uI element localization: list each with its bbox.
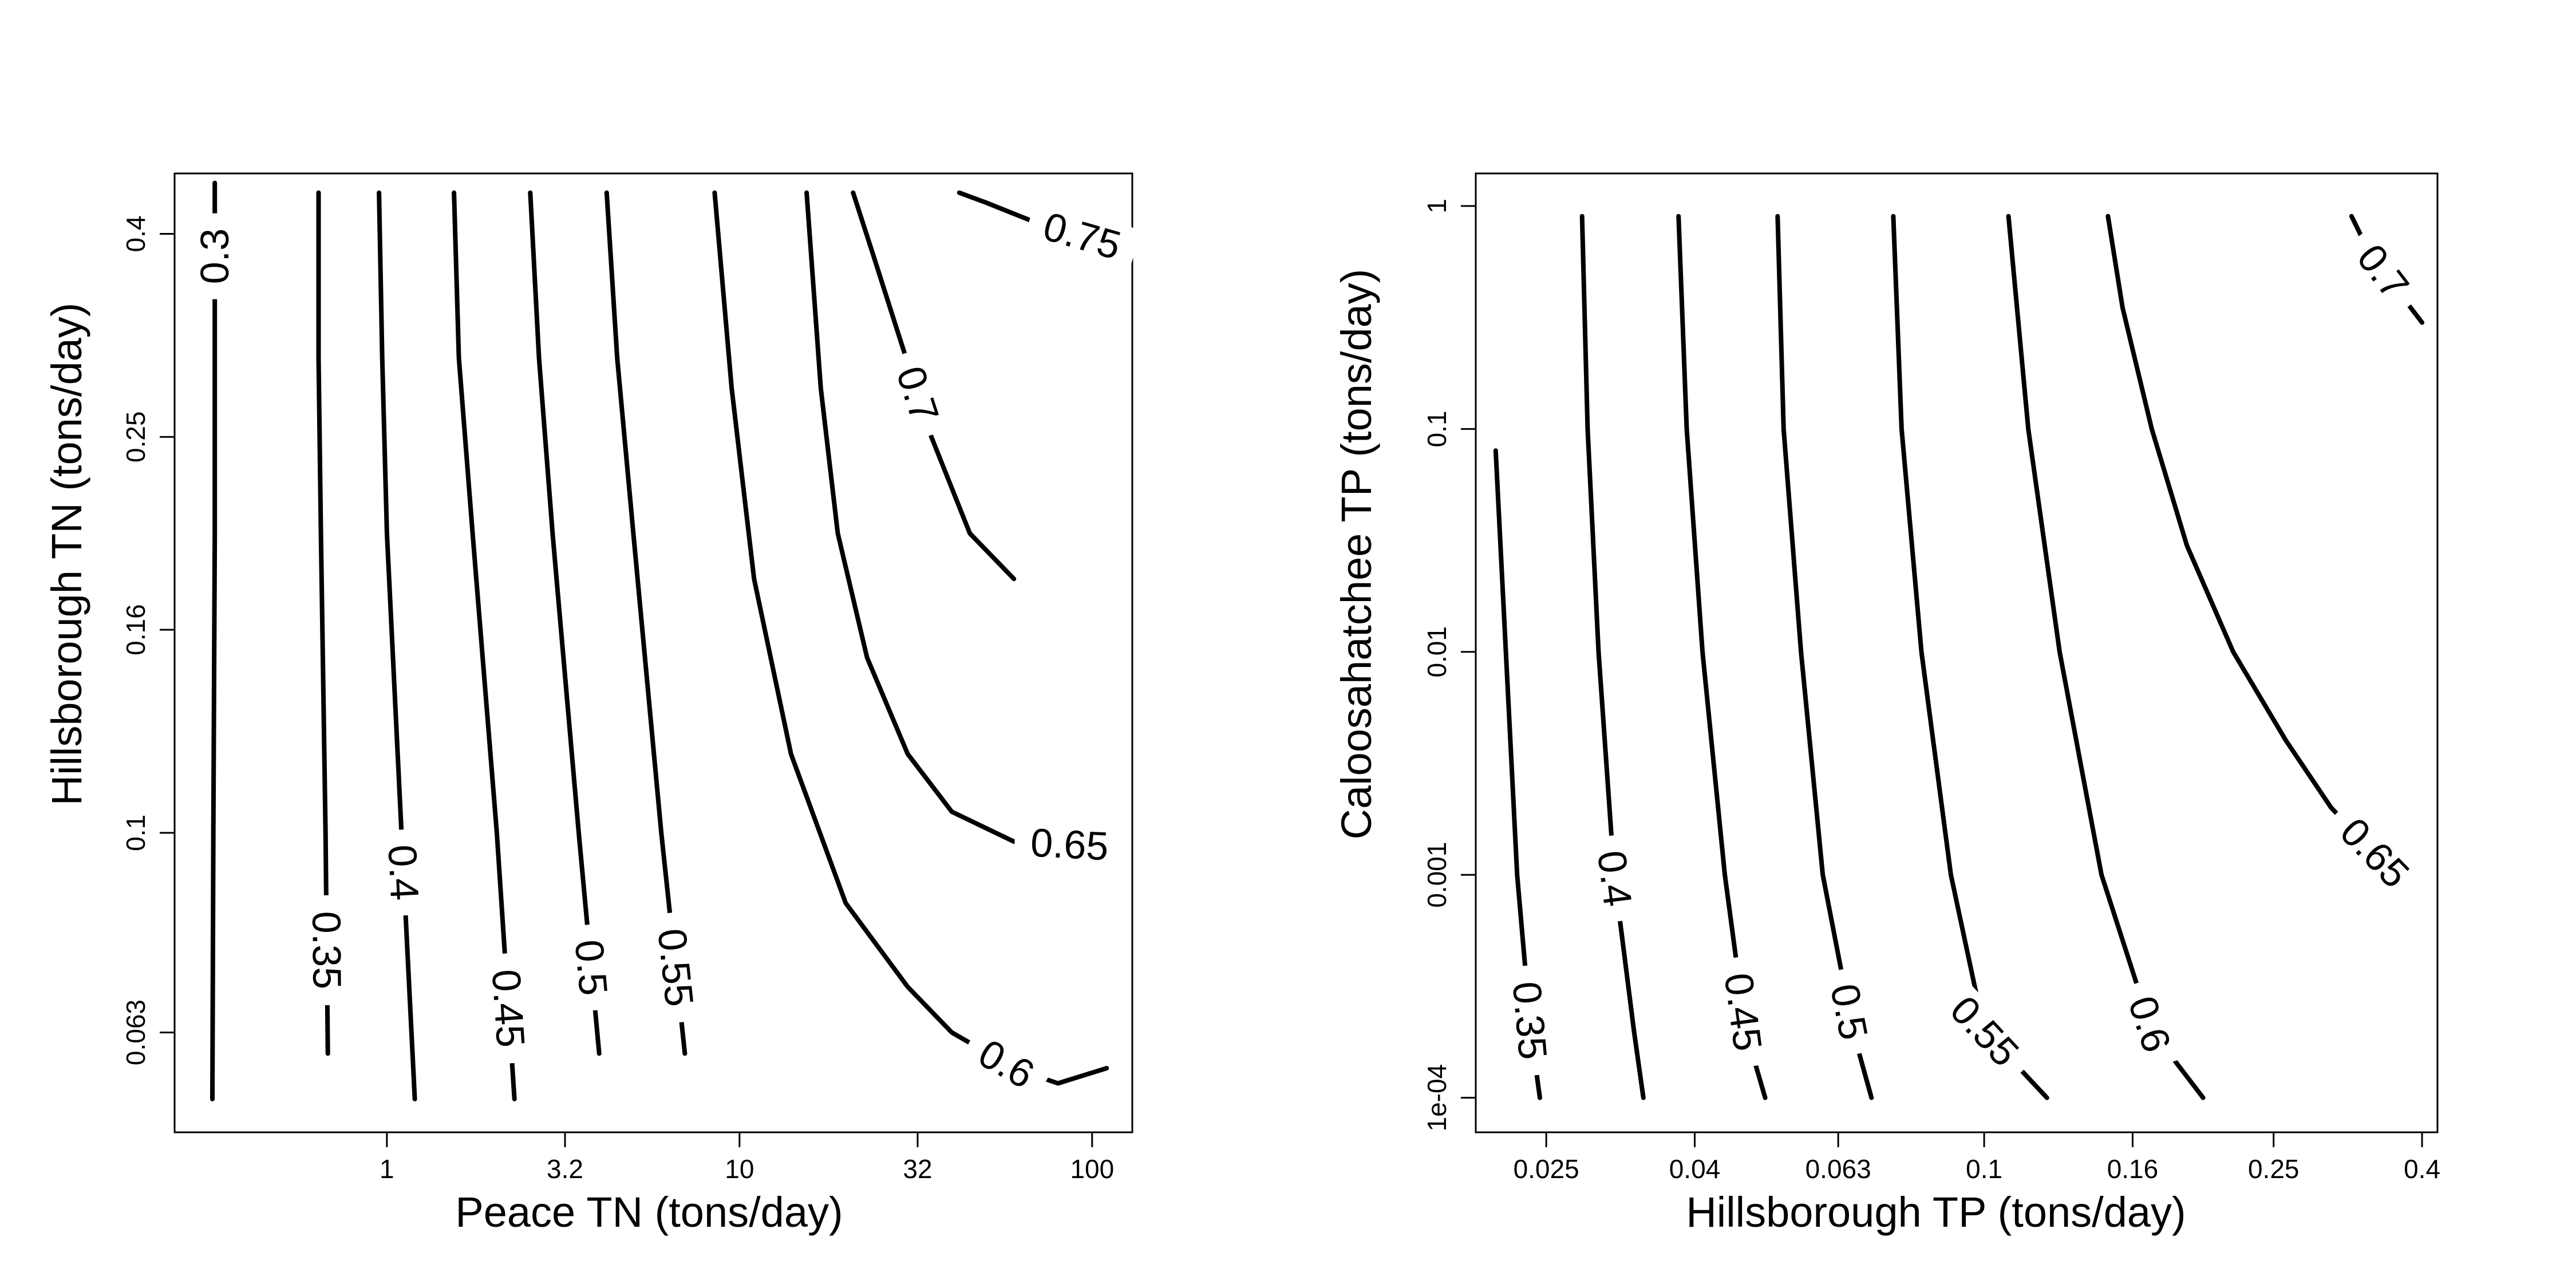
left-x-tick-label: 10 xyxy=(725,1154,754,1184)
left-contour-label-bg xyxy=(1013,820,1126,870)
left-contour-label: 0.3 xyxy=(192,228,237,284)
left-contour-label: 0.75 xyxy=(1038,204,1125,268)
left-y-tick-label: 0.4 xyxy=(121,216,151,252)
right-y-tick-label: 0.01 xyxy=(1422,626,1452,678)
left-contour-line xyxy=(804,190,1116,848)
right-x-axis-title: Hillsborough TP (tons/day) xyxy=(1686,1188,2186,1236)
left-contour-label-bg xyxy=(304,895,349,1006)
left-contour-label: 0.35 xyxy=(304,911,349,989)
right-y-tick-label: 0.001 xyxy=(1422,842,1452,908)
left-x-tick-label: 32 xyxy=(903,1154,932,1184)
left-contour-line xyxy=(712,190,1109,1086)
left-contour-line xyxy=(452,190,517,1101)
right-contour-label-bg xyxy=(2340,224,2427,319)
left-x-tick-label: 1 xyxy=(380,1154,394,1184)
left-contour-panel: Peace TN (tons/day) Hillsborough TN (ton… xyxy=(43,172,1141,1236)
left-y-tick-label: 0.16 xyxy=(121,604,151,655)
right-x-tick-label: 0.04 xyxy=(1669,1154,1721,1184)
left-contour-label-bg xyxy=(884,346,952,442)
right-contour-label: 0.45 xyxy=(1716,970,1770,1053)
left-contour-line xyxy=(604,190,688,1056)
right-x-tick-label: 0.063 xyxy=(1805,1154,1871,1184)
right-contour-label-bg xyxy=(2116,976,2184,1072)
right-x-tick-label: 0.25 xyxy=(2248,1154,2300,1184)
right-y-tick-label: 1e-04 xyxy=(1422,1064,1452,1132)
left-contour-label-bg xyxy=(483,952,534,1065)
right-y-tick-label: 0.1 xyxy=(1422,410,1452,447)
right-contour-label: 0.4 xyxy=(1589,848,1641,909)
left-contour-label-bg xyxy=(648,910,704,1025)
left-contour-label: 0.5 xyxy=(567,938,617,997)
right-contour-label: 0.5 xyxy=(1822,980,1876,1043)
right-y-axis-title: Caloosahatchee TP (tons/day) xyxy=(1333,269,1380,840)
right-contour-line xyxy=(2105,214,2408,888)
left-x-tick-label: 3.2 xyxy=(547,1154,583,1184)
right-contour-line xyxy=(2006,214,2206,1100)
right-contour-line xyxy=(1775,214,1874,1100)
left-contour-line xyxy=(528,190,602,1056)
right-contour-label-bg xyxy=(1503,963,1556,1077)
left-contour-label: 0.45 xyxy=(484,968,534,1049)
left-contour-label: 0.55 xyxy=(649,926,702,1009)
right-y-tick-label: 1 xyxy=(1422,199,1452,214)
right-contour-label-bg xyxy=(1819,965,1879,1058)
right-x-tick-label: 0.16 xyxy=(2107,1154,2159,1184)
left-x-tick-label: 100 xyxy=(1070,1154,1114,1184)
right-contour-line xyxy=(1579,214,1646,1100)
left-contour-label: 0.4 xyxy=(380,844,427,902)
left-contour-label-bg xyxy=(566,922,617,1013)
left-contour-line xyxy=(377,190,417,1101)
right-x-tick-label: 0.025 xyxy=(1514,1154,1579,1184)
right-contour-label-bg xyxy=(1587,833,1642,924)
right-x-tick-label: 0.4 xyxy=(2404,1154,2440,1184)
left-contour-line xyxy=(210,180,218,1101)
left-contour-label-bg xyxy=(1023,200,1141,272)
left-y-tick-label: 0.25 xyxy=(121,411,151,463)
left-contour-label-bg xyxy=(958,1024,1055,1104)
left-y-axis-title: Hillsborough TN (tons/day) xyxy=(43,303,90,806)
right-contour-label-bg xyxy=(2321,798,2429,908)
right-contour-label: 0.35 xyxy=(1504,979,1556,1061)
right-x-tick-label: 0.1 xyxy=(1966,1154,2002,1184)
left-contour-label-bg xyxy=(193,213,237,299)
right-plot-frame xyxy=(1475,172,2439,1133)
left-y-tick-label: 0.063 xyxy=(121,999,151,1065)
left-contour-label-bg xyxy=(380,828,428,917)
right-contour-label-bg xyxy=(1714,954,1772,1069)
right-contour-panel: Hillsborough TP (tons/day) Caloosahatche… xyxy=(1333,172,2440,1236)
right-contour-label-bg xyxy=(1931,976,2038,1086)
left-plot-frame xyxy=(173,172,1133,1133)
left-contour-label: 0.65 xyxy=(1029,820,1109,869)
right-contour-line xyxy=(1891,214,2049,1100)
left-x-axis-title: Peace TN (tons/day) xyxy=(455,1188,843,1236)
left-y-tick-label: 0.1 xyxy=(121,815,151,851)
